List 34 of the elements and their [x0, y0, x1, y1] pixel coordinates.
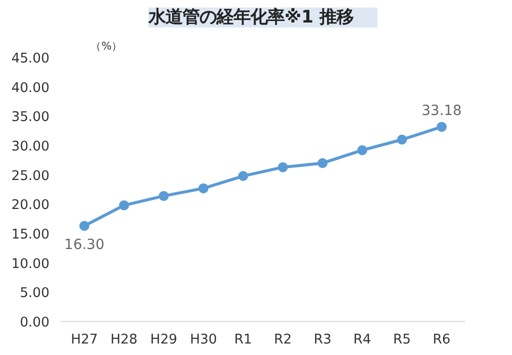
y-tick-label: 40.00 [11, 80, 50, 96]
point [278, 162, 288, 172]
y-tick-label: 10.00 [11, 256, 50, 272]
x-tick-label: R1 [234, 332, 252, 348]
x-tick-label: R6 [432, 332, 451, 348]
y-tick-label: 0.00 [20, 316, 50, 330]
x-tick-label: R2 [274, 332, 292, 348]
x-tick-label: H28 [110, 332, 138, 348]
x-tick-label: H30 [190, 332, 217, 348]
y-tick-label: 25.00 [11, 168, 50, 184]
y-tick-label: 15.00 [11, 228, 50, 242]
point [158, 190, 169, 201]
point [318, 158, 328, 168]
y-axis-title: （%） [90, 40, 123, 52]
data-label: 16.30 [64, 236, 104, 253]
x-tick-label: R4 [353, 332, 372, 348]
y-tick-label: 35.00 [11, 110, 50, 126]
point [238, 171, 248, 181]
y-tick-label: 20.00 [11, 198, 50, 214]
x-tick-label: R3 [314, 332, 332, 348]
point [357, 145, 368, 156]
point [436, 122, 447, 132]
point [119, 200, 130, 210]
x-tick-label: H27 [70, 332, 98, 348]
y-tick-label: 45.00 [11, 52, 50, 66]
data-label: 33.18 [422, 102, 462, 119]
x-tick-label: H29 [150, 332, 178, 348]
y-tick-label: 5.00 [20, 286, 50, 302]
x-tick-label: R5 [393, 332, 411, 348]
point [198, 183, 208, 194]
chart-title: 水道管の経年化率※1 推移 [147, 8, 354, 28]
point [79, 220, 90, 231]
point [396, 134, 407, 145]
y-tick-label: 30.00 [11, 140, 50, 154]
